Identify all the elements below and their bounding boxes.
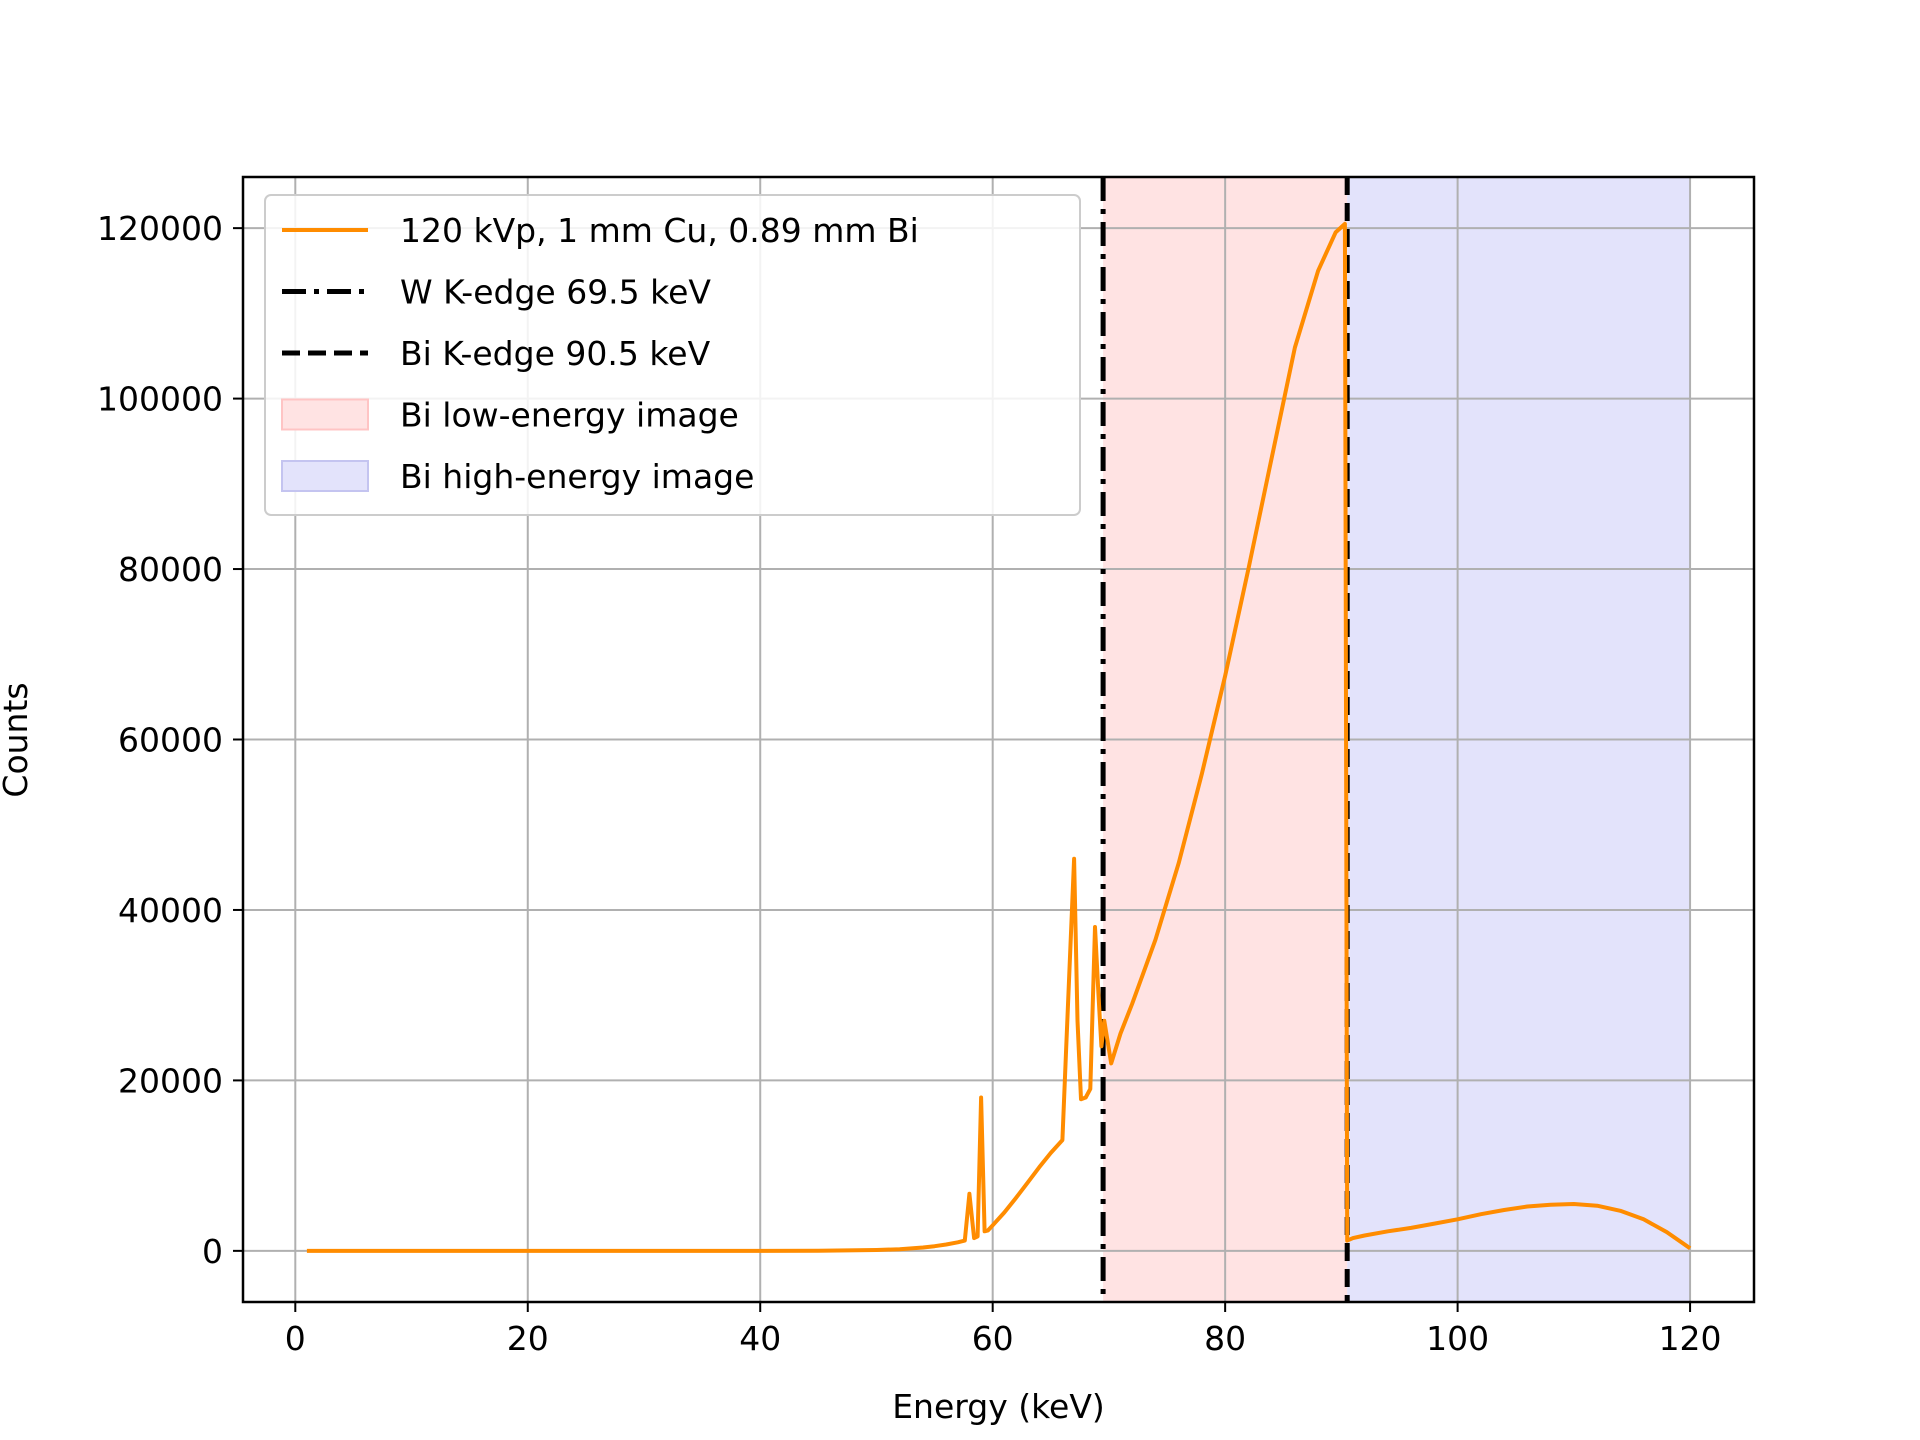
- y-tick-label: 80000: [118, 550, 223, 589]
- x-tick-label: 20: [507, 1319, 549, 1358]
- legend-entry-low-band: Bi low-energy image: [281, 396, 739, 435]
- x-tick-label: 40: [739, 1319, 781, 1358]
- legend-entry-bi-edge: Bi K-edge 90.5 keV: [282, 334, 711, 373]
- x-tick-label: 0: [285, 1319, 306, 1358]
- y-ticks: 0 20000 40000 60000 80000 100000 120000: [97, 209, 243, 1271]
- spectrum-line: [306, 221, 1692, 1253]
- x-ticks: 0 20 40 60 80 100 120: [285, 1302, 1722, 1358]
- legend-entry-spectrum: 120 kVp, 1 mm Cu, 0.89 mm Bi: [282, 211, 919, 250]
- axis-titles: Energy (keV) Counts: [0, 682, 1105, 1426]
- legend-entry-high-band: Bi high-energy image: [281, 457, 754, 496]
- spectrum-line-group: [306, 221, 1692, 1253]
- x-tick-label: 120: [1659, 1319, 1722, 1358]
- y-tick-label: 20000: [118, 1061, 223, 1100]
- y-tick-label: 100000: [97, 380, 223, 419]
- x-tick-label: 60: [972, 1319, 1014, 1358]
- legend: 120 kVp, 1 mm Cu, 0.89 mm Bi W K-edge 69.…: [264, 194, 1081, 516]
- legend-swatch: [281, 460, 369, 492]
- y-axis-title: Counts: [0, 682, 35, 797]
- legend-swatch: [281, 398, 369, 431]
- x-tick-label: 100: [1426, 1319, 1489, 1358]
- x-axis-title: Energy (keV): [892, 1387, 1105, 1426]
- legend-label: Bi low-energy image: [400, 396, 739, 435]
- y-tick-label: 120000: [97, 209, 223, 248]
- legend-label: Bi K-edge 90.5 keV: [400, 334, 711, 373]
- y-tick-label: 60000: [118, 721, 223, 760]
- y-tick-label: 40000: [118, 891, 223, 930]
- legend-label: 120 kVp, 1 mm Cu, 0.89 mm Bi: [400, 211, 919, 250]
- legend-box: [264, 194, 1081, 516]
- x-tick-label: 80: [1204, 1319, 1246, 1358]
- y-tick-label: 0: [202, 1232, 223, 1271]
- legend-label: W K-edge 69.5 keV: [400, 273, 711, 312]
- legend-entry-w-edge: W K-edge 69.5 keV: [282, 273, 711, 312]
- legend-label: Bi high-energy image: [400, 457, 754, 496]
